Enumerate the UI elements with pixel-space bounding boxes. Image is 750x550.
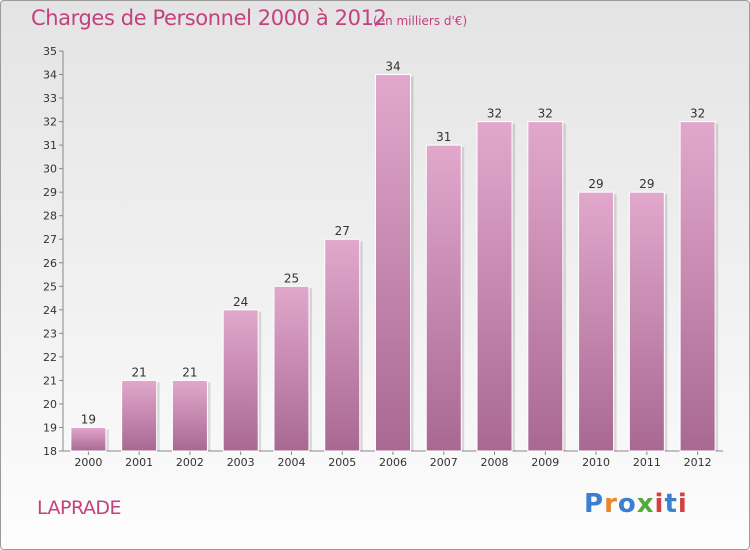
- logo-letter: P: [584, 489, 605, 519]
- x-tick-label: 2009: [531, 456, 559, 469]
- data-label: 21: [182, 365, 197, 379]
- bar: [679, 121, 716, 452]
- bar: [171, 379, 208, 452]
- location-label: LAPRADE: [37, 497, 122, 519]
- y-tick-label: 32: [43, 116, 57, 129]
- data-label: 29: [639, 177, 654, 191]
- y-tick-label: 20: [43, 398, 57, 411]
- y-tick-label: 28: [43, 210, 57, 223]
- y-tick-label: 34: [43, 69, 57, 82]
- y-tick-label: 19: [43, 421, 57, 434]
- x-tick-label: 2006: [379, 456, 407, 469]
- data-label: 32: [487, 107, 502, 121]
- data-label: 29: [588, 177, 603, 191]
- chart-subtitle: (en milliers d'€): [373, 14, 468, 28]
- x-tick-label: 2008: [481, 456, 509, 469]
- y-tick-label: 29: [43, 186, 57, 199]
- bar: [476, 121, 513, 452]
- x-tick-label: 2010: [582, 456, 610, 469]
- x-tick-label: 2011: [633, 456, 661, 469]
- data-label: 27: [335, 224, 350, 238]
- chart-axes: 18 19 20 21 22 23 24 25 26 27 28 29 30 31 32 33 34 35 2000…: [43, 45, 723, 469]
- bar: [578, 191, 615, 452]
- y-tick-label: 27: [43, 233, 57, 246]
- x-tick-label: 2012: [684, 456, 712, 469]
- y-tick-label: 24: [43, 304, 57, 317]
- chart-bars: [70, 74, 719, 452]
- y-tick-label: 33: [43, 92, 57, 105]
- bar: [324, 238, 361, 452]
- y-tick-label: 22: [43, 351, 57, 364]
- x-tick-label: 2004: [277, 456, 305, 469]
- y-tick-label: 35: [43, 45, 57, 58]
- logo-letter: o: [617, 489, 637, 519]
- logo-letter: x: [636, 489, 655, 519]
- y-tick-label: 23: [43, 327, 57, 340]
- bar: [70, 426, 107, 452]
- data-label: 24: [233, 295, 248, 309]
- x-tick-label: 2007: [430, 456, 458, 469]
- bar: [273, 285, 310, 452]
- x-tick-label: 2000: [74, 456, 102, 469]
- y-tick-label: 21: [43, 374, 57, 387]
- x-tick-label: 2003: [227, 456, 255, 469]
- data-label: 32: [538, 107, 553, 121]
- bar: [121, 379, 158, 452]
- logo-letter: r: [604, 489, 618, 519]
- logo-letter: t: [664, 489, 678, 519]
- data-label: 25: [284, 271, 299, 285]
- x-tick-label: 2001: [125, 456, 153, 469]
- proxiti-logo: Proxiti: [584, 489, 688, 519]
- chart-title: Charges de Personnel 2000 à 2012: [31, 6, 387, 30]
- y-tick-label: 30: [43, 163, 57, 176]
- y-tick-label: 26: [43, 257, 57, 270]
- chart-data-labels: 19 21 21 24 25 27 34 31 32 32 29 29 32: [81, 60, 706, 427]
- bar: [375, 74, 411, 452]
- data-label: 32: [690, 107, 705, 121]
- x-tick-label: 2002: [176, 456, 204, 469]
- data-label: 31: [436, 130, 451, 144]
- data-label: 19: [81, 412, 96, 426]
- data-label: 34: [385, 60, 400, 74]
- y-tick-label: 18: [43, 445, 57, 458]
- bar: [425, 144, 462, 452]
- bar: [628, 191, 665, 452]
- bar: [222, 309, 259, 452]
- y-tick-label: 31: [43, 139, 57, 152]
- logo-letter: i: [677, 489, 688, 519]
- y-tick-label: 25: [43, 280, 57, 293]
- x-tick-label: 2005: [328, 456, 356, 469]
- data-label: 21: [132, 365, 147, 379]
- logo-letter: i: [654, 489, 665, 519]
- bar: [527, 121, 564, 452]
